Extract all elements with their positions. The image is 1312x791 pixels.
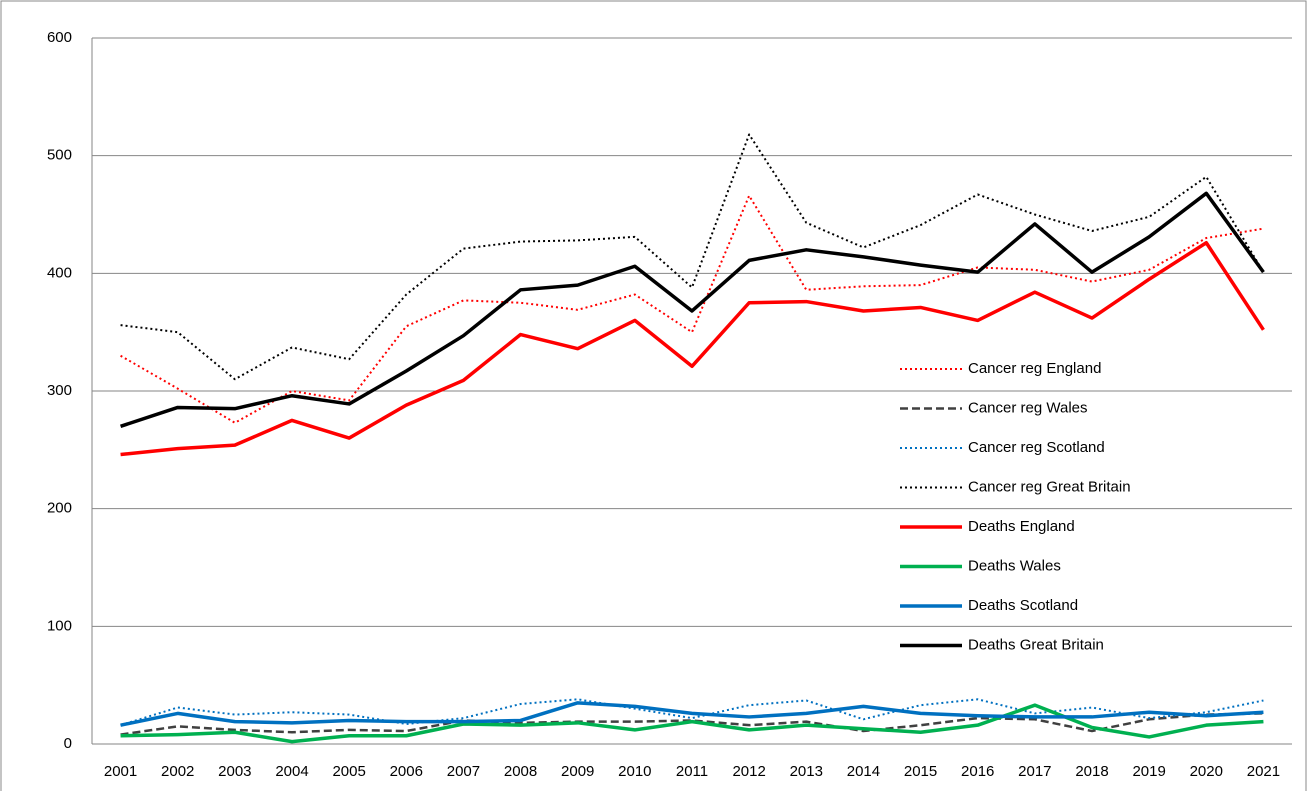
x-tick-label: 2003: [218, 763, 251, 780]
x-tick-label: 2011: [676, 763, 708, 780]
x-tick-label: 2014: [847, 763, 880, 780]
x-tick-label: 2005: [332, 763, 365, 780]
x-tick-label: 2007: [447, 763, 480, 780]
x-tick-label: 2015: [904, 763, 937, 780]
legend-label: Cancer reg Wales: [968, 399, 1088, 416]
x-tick-label: 2004: [275, 763, 308, 780]
x-tick-label: 2021: [1247, 763, 1280, 780]
x-tick-label: 2001: [104, 763, 137, 780]
legend-label: Cancer reg England: [968, 360, 1101, 377]
line-series: [120, 191, 1265, 428]
y-tick-label: 100: [47, 617, 72, 634]
y-tick-label: 0: [64, 735, 72, 752]
x-tick-label: 2019: [1132, 763, 1165, 780]
x-tick-label: 2016: [961, 763, 994, 780]
x-tick-label: 2018: [1075, 763, 1108, 780]
legend-label: Deaths Scotland: [968, 597, 1078, 614]
legend-label: Cancer reg Scotland: [968, 439, 1105, 456]
y-tick-label: 600: [47, 29, 72, 46]
x-tick-label: 2008: [504, 763, 537, 780]
x-tick-label: 2002: [161, 763, 194, 780]
y-tick-label: 200: [47, 500, 72, 517]
x-tick-label: 2006: [390, 763, 423, 780]
legend-label: Cancer reg Great Britain: [968, 478, 1131, 495]
line-series: [120, 133, 1265, 381]
legend-label: Deaths Wales: [968, 557, 1061, 574]
y-tick-label: 400: [47, 264, 72, 281]
line-series: [120, 240, 1265, 457]
line-series: [120, 703, 1264, 744]
x-tick-label: 2010: [618, 763, 651, 780]
x-tick-label: 2013: [790, 763, 823, 780]
x-tick-label: 2009: [561, 763, 594, 780]
x-tick-label: 2020: [1190, 763, 1223, 780]
y-tick-label: 300: [47, 382, 72, 399]
x-tick-label: 2017: [1018, 763, 1051, 780]
y-tick-label: 500: [47, 147, 72, 164]
legend-label: Deaths Great Britain: [968, 636, 1104, 653]
line-series: [120, 701, 1264, 727]
legend-label: Deaths England: [968, 518, 1075, 535]
x-tick-label: 2012: [732, 763, 765, 780]
